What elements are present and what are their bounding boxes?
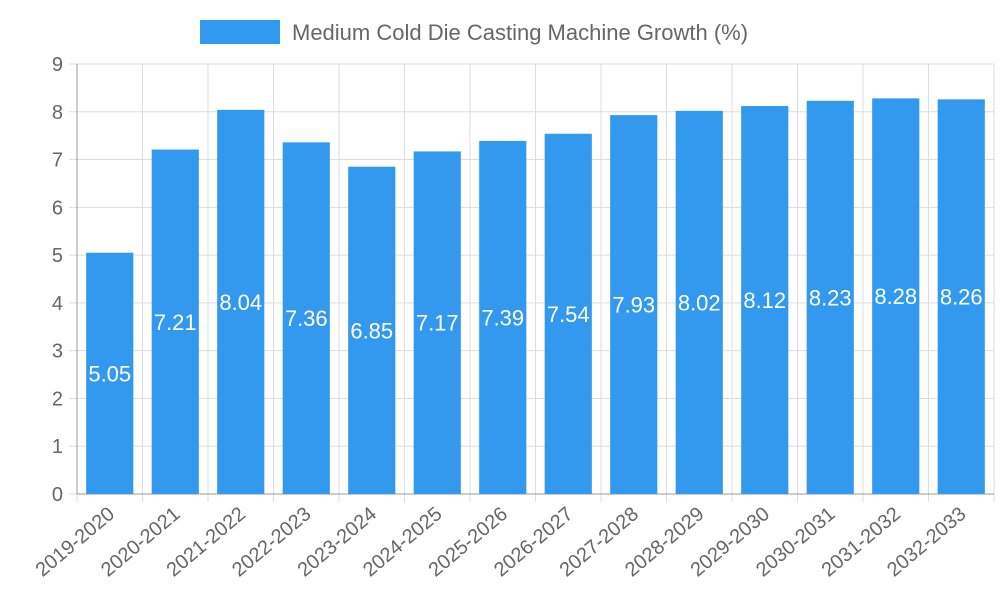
y-tick-label: 6: [52, 197, 63, 219]
bar: [544, 133, 592, 494]
legend[interactable]: Medium Cold Die Casting Machine Growth (…: [200, 20, 748, 45]
bar-value-label: 5.05: [88, 361, 131, 386]
bar: [282, 142, 330, 494]
y-tick-label: 0: [52, 484, 63, 506]
legend-swatch: [200, 20, 280, 44]
bar-value-label: 7.93: [612, 293, 655, 318]
y-tick-label: 3: [52, 341, 63, 363]
bar: [741, 106, 789, 495]
bar: [479, 140, 527, 494]
x-tick-labels: 2019-20202020-20212021-20222022-20232023…: [32, 503, 971, 581]
bar-value-label: 7.54: [547, 302, 590, 327]
bar: [413, 151, 461, 494]
bar: [675, 110, 723, 495]
bar-value-label: 6.85: [350, 318, 393, 343]
data-labels: 5.05 7.21 8.04 7.36 6.85 7.17 7.39 7.54 7.93 8.02…: [88, 284, 982, 386]
legend-label: Medium Cold Die Casting Machine Growth (…: [292, 20, 748, 45]
bar: [348, 166, 396, 494]
y-tick-label: 7: [52, 150, 63, 172]
bar-value-label: 7.36: [285, 306, 328, 331]
bar: [872, 98, 920, 495]
y-tick-label: 4: [52, 293, 63, 315]
y-tick-label: 8: [52, 102, 63, 124]
bar: [151, 149, 199, 494]
bar-value-label: 7.21: [154, 310, 197, 335]
y-tick-label: 5: [52, 245, 63, 267]
bar-value-label: 8.26: [940, 285, 983, 310]
bar: [610, 115, 658, 494]
y-tick-label: 1: [52, 436, 63, 458]
bar-value-label: 8.02: [678, 290, 721, 315]
bar: [217, 109, 265, 494]
y-tick-label: 2: [52, 388, 63, 410]
bar-value-label: 7.39: [481, 305, 524, 330]
bar: [937, 99, 985, 494]
bars: [86, 98, 985, 495]
y-tick-labels: 0 1 2 3 4 5 6 7 8 9: [52, 54, 63, 506]
bar: [806, 100, 854, 495]
bar-value-label: 7.17: [416, 311, 459, 336]
bar-value-label: 8.12: [743, 288, 786, 313]
bar-value-label: 8.23: [809, 285, 852, 310]
y-tick-label: 9: [52, 54, 63, 76]
bar-value-label: 8.04: [219, 290, 262, 315]
gridlines: [69, 63, 995, 502]
bar: [86, 252, 134, 494]
bar-value-label: 8.28: [874, 284, 917, 309]
